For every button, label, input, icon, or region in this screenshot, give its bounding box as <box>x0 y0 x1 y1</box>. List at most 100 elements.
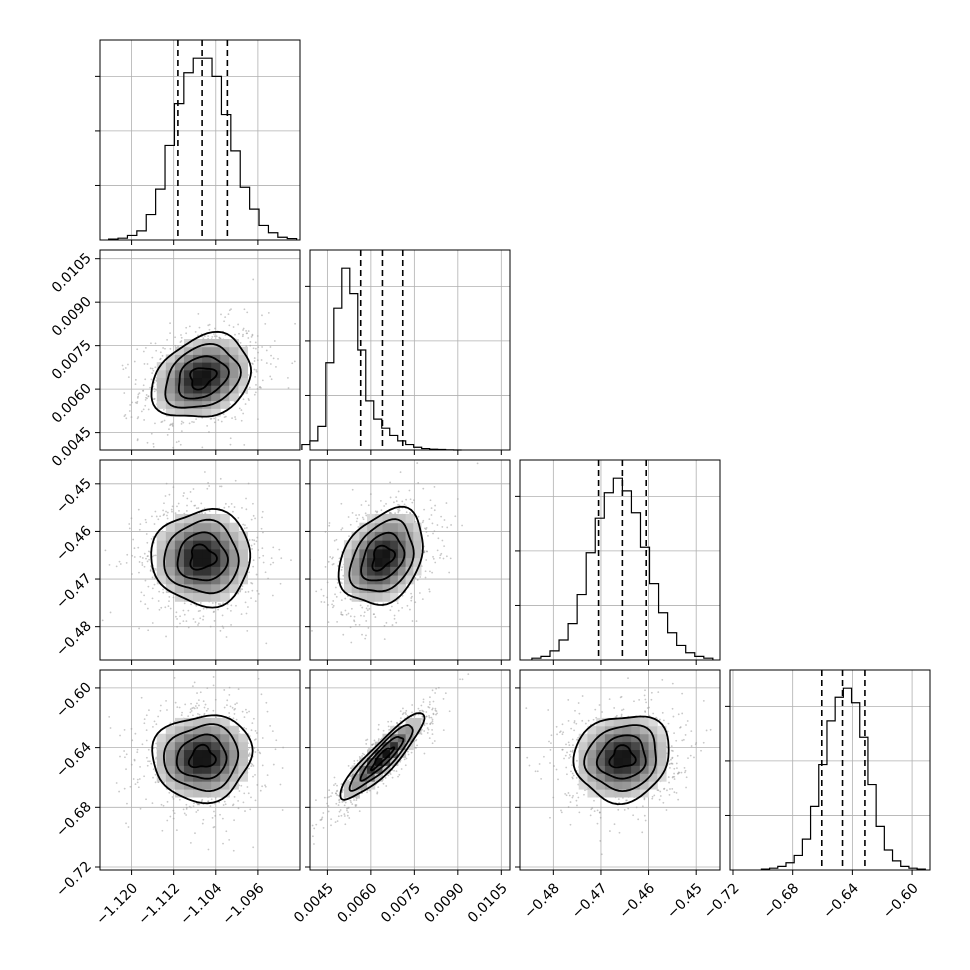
sample-point <box>214 814 217 817</box>
density-block <box>156 575 167 585</box>
sample-point <box>155 349 158 352</box>
sample-point <box>115 782 118 784</box>
sample-point <box>147 760 149 763</box>
sample-point <box>176 618 178 620</box>
sample-point <box>253 543 256 545</box>
sample-point <box>324 530 327 533</box>
sample-point <box>433 509 436 512</box>
sample-point <box>162 804 165 807</box>
sample-point <box>153 381 156 384</box>
sample-point <box>178 706 181 709</box>
sample-point <box>340 814 343 817</box>
sample-point <box>380 737 383 740</box>
sample-point <box>244 810 246 812</box>
sample-point <box>210 798 213 801</box>
sample-point <box>407 753 410 756</box>
density-block <box>359 522 368 532</box>
sample-point <box>269 375 272 378</box>
sample-point <box>206 687 209 690</box>
sample-point <box>364 512 367 515</box>
sample-point <box>195 811 198 813</box>
density-block <box>220 531 230 541</box>
sample-point <box>440 515 443 518</box>
sample-point <box>143 594 145 597</box>
density-block <box>165 583 176 594</box>
sample-point <box>142 350 145 353</box>
density-block <box>238 369 248 379</box>
y-tick-label: −0.72 <box>53 859 95 901</box>
sample-point <box>136 348 139 351</box>
sample-point <box>339 591 342 594</box>
y-tick-label: −0.47 <box>53 571 95 613</box>
sample-point <box>334 586 337 589</box>
sample-point <box>168 791 171 794</box>
sample-point <box>326 581 329 584</box>
sample-point <box>365 607 368 610</box>
sample-point <box>145 714 148 717</box>
sample-point <box>256 784 259 786</box>
sample-point <box>327 604 329 606</box>
sample-point <box>389 481 392 484</box>
sample-point <box>177 502 180 505</box>
density-block <box>220 717 230 727</box>
density-block <box>202 557 212 567</box>
density-block <box>382 592 391 602</box>
sample-point <box>422 519 425 522</box>
sample-point <box>247 590 250 593</box>
sample-point <box>182 808 185 811</box>
sample-point <box>197 809 199 812</box>
sample-point <box>232 849 235 852</box>
sample-point <box>426 727 429 729</box>
sample-point <box>409 498 412 501</box>
sample-point <box>243 527 246 530</box>
density-block <box>193 717 203 727</box>
density-block <box>238 757 248 766</box>
sample-point <box>209 805 212 807</box>
sample-point <box>315 590 318 593</box>
sample-point <box>207 800 210 803</box>
sample-point <box>192 805 195 808</box>
density-block <box>343 566 353 576</box>
sample-point <box>437 537 440 540</box>
sample-point <box>320 601 323 603</box>
sample-point <box>248 539 251 541</box>
density-block <box>193 733 203 743</box>
sample-point <box>265 362 268 364</box>
sample-point <box>327 810 330 813</box>
sample-point <box>425 711 428 713</box>
sample-point <box>365 514 368 517</box>
sample-point <box>122 368 125 371</box>
sample-point <box>145 533 148 535</box>
sample-point <box>399 717 402 720</box>
sample-point <box>336 582 339 584</box>
sample-point <box>246 332 249 335</box>
sample-point <box>254 751 257 753</box>
sample-point <box>137 508 140 511</box>
sample-point <box>385 621 388 624</box>
sample-point <box>229 437 232 440</box>
density-block <box>202 548 212 559</box>
density-block <box>165 725 176 735</box>
density-block <box>165 385 176 394</box>
sample-point <box>399 471 402 474</box>
sample-point <box>252 559 255 562</box>
sample-point <box>257 418 259 421</box>
sample-point <box>148 760 151 763</box>
sample-point <box>153 583 156 586</box>
density-block <box>238 354 248 363</box>
sample-point <box>145 729 148 732</box>
sample-point <box>193 504 196 507</box>
sample-point <box>239 590 241 593</box>
sample-point <box>379 499 382 502</box>
density-block <box>193 400 203 409</box>
contour-level-1 <box>189 543 218 571</box>
sample-point <box>396 602 399 605</box>
density-block <box>165 522 176 532</box>
sample-point <box>212 684 215 687</box>
density-block <box>165 757 176 766</box>
sample-point <box>161 354 164 357</box>
sample-point <box>436 712 438 715</box>
density-block <box>183 557 194 567</box>
sample-point <box>433 530 436 533</box>
